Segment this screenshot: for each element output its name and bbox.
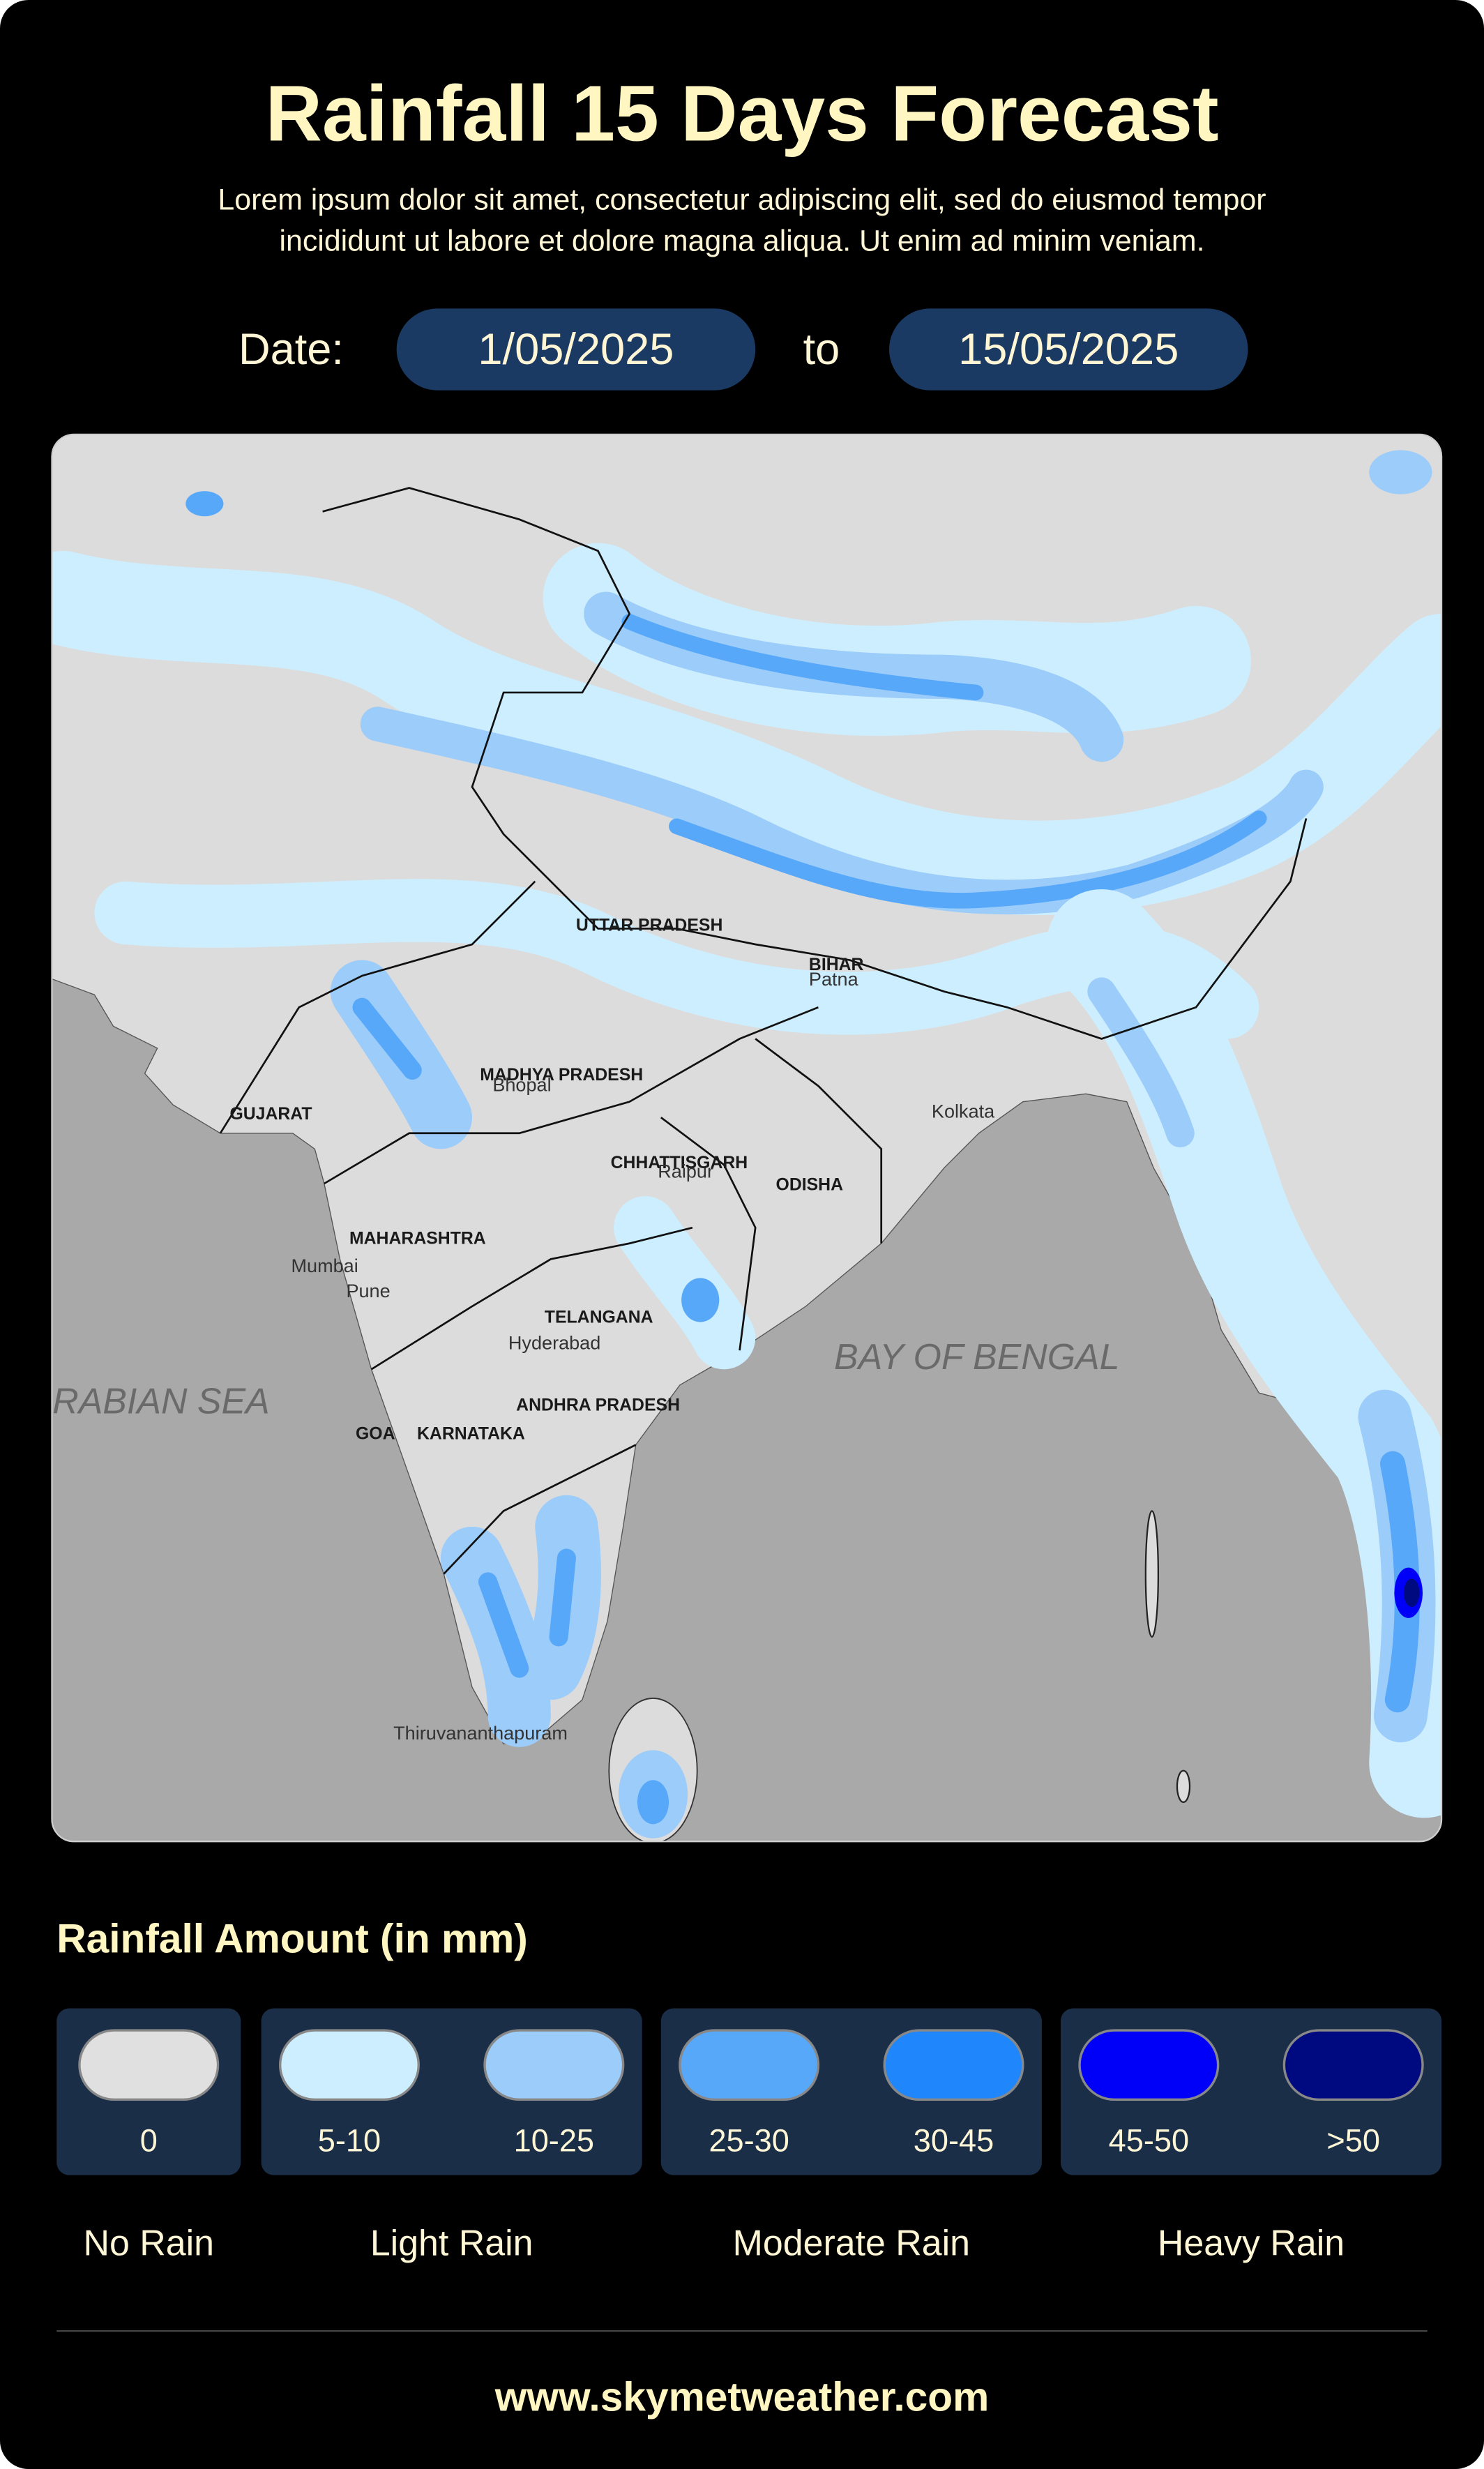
legend-group-name: Light Rain [370, 2223, 533, 2263]
island [1176, 1769, 1191, 1803]
map-label: UTTAR PRADESH [576, 916, 722, 935]
borders [219, 487, 1308, 1575]
legend-label: >50 [1326, 2123, 1380, 2159]
legend-swatch [278, 2029, 420, 2101]
legend-swatch [483, 2029, 625, 2101]
map-label: Kolkata [932, 1101, 995, 1122]
subtitle: Lorem ipsum dolor sit amet, consectetur … [218, 183, 1266, 217]
legend-label: 25-30 [709, 2123, 789, 2159]
map-label: ANDHRA PRADESH [516, 1396, 680, 1415]
date-pill[interactable] [396, 308, 756, 391]
map: GUJARAT MAHARASHTRA Mumbai Pune TELANGANA Hyd… [26, 434, 1442, 1842]
map-label: Pune [346, 1280, 390, 1301]
legend-title: Rainfall Amount (in mm) [56, 1917, 528, 1962]
rain-layer [52, 450, 1442, 1838]
legend-label: 5-10 [318, 2123, 381, 2159]
map-label: MADHYA PRADESH [480, 1066, 643, 1085]
subtitle: incididunt ut labore et dolore magna ali… [280, 224, 1205, 257]
map-label: GUJARAT [229, 1105, 312, 1124]
map-label: Mumbai [291, 1255, 358, 1276]
map-label: Hyderabad [508, 1331, 600, 1353]
map-label: ODISHA [776, 1176, 844, 1195]
end-date[interactable]: 15/05/2025 [958, 325, 1179, 374]
map-frame [51, 433, 1443, 1843]
map-label: Thiruvananthapuram [393, 1722, 568, 1744]
map-label: KARNATAKA [417, 1424, 525, 1443]
map-label: ARABIAN SEA [26, 1380, 270, 1421]
map-label: Bhopal [492, 1073, 551, 1095]
legend-swatch [1282, 2029, 1424, 2101]
map-label: TELANGANA [545, 1308, 653, 1327]
legend-swatch [679, 2029, 820, 2101]
map-label: Patna [809, 968, 859, 990]
map-label: BAY OF BENGAL [834, 1336, 1120, 1377]
date-pill[interactable] [888, 308, 1248, 391]
title: Rainfall 15 Days Forecast [265, 69, 1218, 157]
legend-group-name: Heavy Rain [1158, 2223, 1345, 2263]
land [52, 434, 1442, 1795]
legend-group-name: Moderate Rain [733, 2223, 970, 2263]
map-label: CHHATTISGARH [611, 1154, 748, 1172]
date-label: Date: [238, 325, 344, 374]
legend-swatch [78, 2029, 220, 2101]
legend-label: 45-50 [1109, 2123, 1189, 2159]
footer-url[interactable]: www.skymetweather.com [494, 2374, 990, 2419]
map-label: BIHAR [809, 956, 864, 974]
legend-label: 0 [140, 2123, 158, 2159]
map-label: GOA [356, 1424, 395, 1443]
island [1144, 1510, 1160, 1638]
legend-label: 30-45 [914, 2123, 994, 2159]
legend-swatch [883, 2029, 1024, 2101]
legend-group-name: No Rain [84, 2223, 214, 2263]
map-label: MAHARASHTRA [349, 1229, 486, 1248]
map-label: Raipur [658, 1160, 713, 1181]
start-date[interactable]: 1/05/2025 [478, 325, 674, 374]
legend-swatch [1078, 2029, 1220, 2101]
legend: 0 No Rain 5-10 10-25 Light Rain 25-30 30-45 Mod… [56, 2008, 1442, 2263]
date-separator: to [803, 325, 840, 374]
legend-label: 10-25 [514, 2123, 594, 2159]
